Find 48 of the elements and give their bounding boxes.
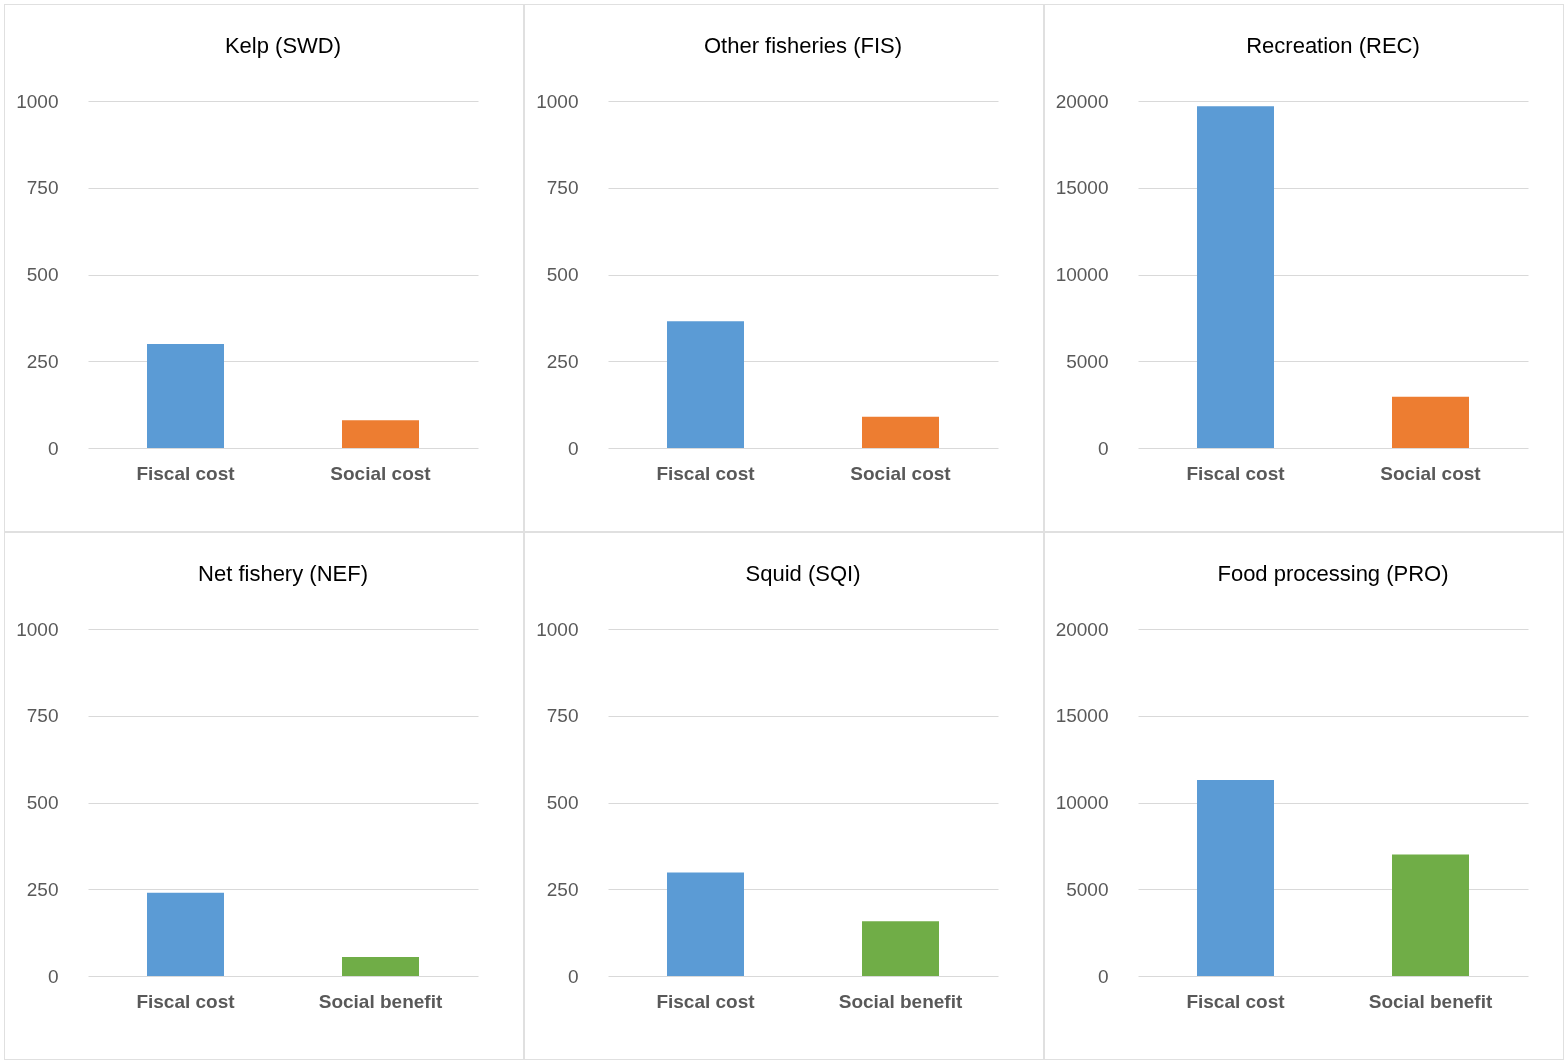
y-tick-label: 500	[546, 792, 579, 813]
x-tick-label: Social cost	[1380, 462, 1482, 484]
y-tick-label: 0	[567, 965, 579, 987]
chart-title: Other fisheries (FIS)	[703, 33, 903, 58]
x-tick-label: Fiscal cost	[1186, 462, 1286, 484]
y-tick-label: 10000	[1055, 792, 1109, 813]
x-tick-label: Social benefit	[1368, 990, 1493, 1012]
y-tick-label: 20000	[1055, 90, 1109, 112]
chart-title: Net fishery (NEF)	[198, 561, 368, 586]
y-tick-label: 250	[546, 878, 579, 900]
y-tick-label: 0	[1097, 437, 1109, 459]
y-tick-label: 500	[26, 792, 59, 813]
y-tick-label: 5000	[1066, 878, 1109, 900]
y-tick-label: 1000	[16, 90, 59, 112]
x-tick-label: Social cost	[330, 462, 432, 484]
y-tick-label: 15000	[1055, 705, 1109, 727]
x-tick-label: Fiscal cost	[136, 990, 236, 1012]
y-tick-label: 5000	[1066, 350, 1109, 372]
y-tick-label: 20000	[1055, 618, 1109, 640]
y-tick-label: 500	[26, 264, 59, 285]
y-tick-label: 250	[26, 878, 59, 900]
x-tick-label: Social benefit	[838, 990, 963, 1012]
y-tick-label: 750	[546, 177, 579, 199]
y-tick-label: 750	[26, 705, 59, 727]
y-tick-label: 0	[47, 965, 59, 987]
y-tick-label: 500	[546, 264, 579, 285]
x-tick-label: Fiscal cost	[656, 990, 756, 1012]
y-tick-label: 1000	[536, 618, 579, 640]
chart-title: Food processing (PRO)	[1217, 561, 1449, 586]
x-tick-label: Fiscal cost	[1186, 990, 1286, 1012]
x-tick-label: Social benefit	[318, 990, 443, 1012]
chart-title: Recreation (REC)	[1246, 33, 1420, 58]
y-tick-label: 0	[1097, 965, 1109, 987]
y-tick-label: 1000	[536, 90, 579, 112]
y-tick-label: 10000	[1055, 264, 1109, 285]
y-tick-label: 0	[47, 437, 59, 459]
y-tick-label: 0	[567, 437, 579, 459]
y-tick-label: 750	[26, 177, 59, 199]
y-tick-label: 750	[546, 705, 579, 727]
chart-title: Kelp (SWD)	[224, 33, 342, 58]
y-tick-label: 1000	[16, 618, 59, 640]
x-tick-label: Fiscal cost	[656, 462, 756, 484]
y-tick-label: 250	[546, 350, 579, 372]
y-tick-label: 15000	[1055, 177, 1109, 199]
x-tick-label: Fiscal cost	[136, 462, 236, 484]
x-tick-label: Social cost	[850, 462, 952, 484]
y-tick-label: 250	[26, 350, 59, 372]
chart-title: Squid (SQI)	[745, 561, 861, 586]
